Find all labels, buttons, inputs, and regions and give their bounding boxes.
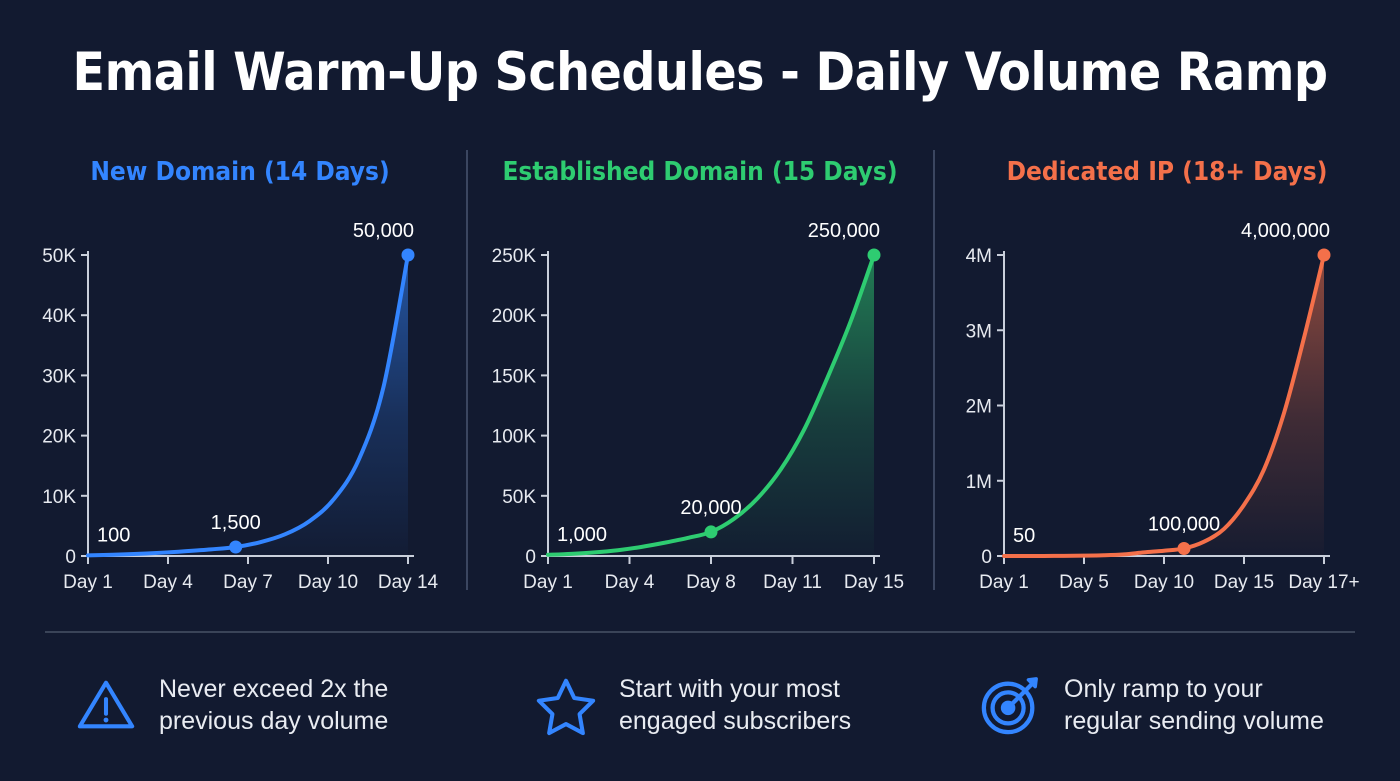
svg-text:Day 8: Day 8	[686, 572, 736, 593]
chart-panel-new-domain: New Domain (14 Days) 0 10K 20K 30K 40K 50K Day…	[14, 145, 466, 610]
svg-text:50,000: 50,000	[353, 220, 414, 242]
svg-text:200K: 200K	[492, 306, 537, 327]
chart-panel-dedicated-ip: Dedicated IP (18+ Days) 0 1M 2M 3M 4M Day 1 Da…	[938, 145, 1396, 610]
chart-title-established-domain: Established Domain (15 Days)	[502, 157, 898, 187]
svg-text:100,000: 100,000	[1148, 513, 1220, 535]
svg-text:150K: 150K	[492, 366, 537, 387]
svg-text:100K: 100K	[492, 427, 537, 448]
svg-text:1,500: 1,500	[211, 512, 261, 534]
svg-text:Day 17+: Day 17+	[1288, 572, 1359, 593]
tip-engaged-subscribers: Start with your most engaged subscribers	[535, 655, 935, 755]
svg-text:250,000: 250,000	[808, 220, 880, 242]
svg-text:Day 1: Day 1	[523, 572, 573, 593]
svg-text:2M: 2M	[966, 397, 992, 418]
svg-text:Day 7: Day 7	[223, 572, 273, 593]
chart-svg-dedicated-ip: 0 1M 2M 3M 4M Day 1 Day 5 Day 10 Day 15 Day 17+ 50…	[966, 220, 1360, 593]
chart-title-new-domain: New Domain (14 Days)	[90, 157, 390, 187]
svg-text:4,000,000: 4,000,000	[1241, 220, 1330, 242]
svg-text:0: 0	[981, 547, 992, 568]
svg-text:1,000: 1,000	[557, 524, 607, 546]
svg-text:Day 10: Day 10	[298, 572, 358, 593]
svg-text:50: 50	[1013, 525, 1035, 547]
chart-panel-established-domain: Established Domain (15 Days) 0 50K 100K 150…	[470, 145, 930, 610]
svg-text:Day 1: Day 1	[63, 572, 113, 593]
panel-divider-2	[933, 150, 935, 590]
svg-text:250K: 250K	[492, 246, 537, 267]
charts-row: New Domain (14 Days) 0 10K 20K 30K 40K 50K Day…	[0, 145, 1400, 610]
svg-text:Day 4: Day 4	[143, 572, 193, 593]
svg-text:100: 100	[97, 524, 130, 546]
chart-svg-established-domain: 0 50K 100K 150K 200K 250K Day 1 Day 4 Day 8 Day 1…	[492, 220, 904, 593]
chart-title-dedicated-ip: Dedicated IP (18+ Days)	[1006, 157, 1328, 187]
tips-row: Never exceed 2x the previous day volume …	[0, 655, 1400, 775]
svg-text:Day 4: Day 4	[605, 572, 655, 593]
footer-divider	[45, 631, 1355, 633]
svg-text:Day 11: Day 11	[763, 572, 822, 593]
svg-text:0: 0	[525, 547, 536, 568]
svg-text:4M: 4M	[966, 246, 992, 267]
tip-text-never-exceed: Never exceed 2x the previous day volume	[159, 675, 389, 735]
tip-regular-sending-volume: Only ramp to your regular sending volume	[980, 655, 1390, 755]
svg-text:20K: 20K	[42, 427, 76, 448]
star-icon	[536, 678, 596, 736]
svg-text:Day 15: Day 15	[1214, 572, 1274, 593]
svg-text:50K: 50K	[42, 246, 76, 267]
svg-text:30K: 30K	[42, 366, 76, 387]
panel-divider-1	[466, 150, 468, 590]
svg-text:Day 10: Day 10	[1134, 572, 1194, 593]
page-title: Email Warm-Up Schedules - Daily Volume R…	[72, 42, 1328, 103]
svg-text:50K: 50K	[502, 487, 536, 508]
svg-text:40K: 40K	[42, 306, 76, 327]
warning-triangle-icon	[77, 680, 135, 729]
svg-text:1M: 1M	[966, 472, 992, 493]
chart-svg-new-domain: 0 10K 20K 30K 40K 50K Day 1 Day 4 Day 7 Day 10 Day…	[42, 220, 439, 593]
tip-never-exceed: Never exceed 2x the previous day volume	[75, 655, 475, 755]
svg-text:3M: 3M	[966, 321, 992, 342]
target-icon	[981, 677, 1038, 735]
svg-text:10K: 10K	[42, 487, 76, 508]
tip-text-regular-sending-volume: Only ramp to your regular sending volume	[1064, 675, 1324, 735]
svg-text:Day 15: Day 15	[844, 572, 904, 593]
svg-text:20,000: 20,000	[680, 497, 741, 519]
svg-text:Day 5: Day 5	[1059, 572, 1109, 593]
svg-text:Day 14: Day 14	[378, 572, 439, 593]
svg-text:Day 1: Day 1	[979, 572, 1029, 593]
tip-text-engaged-subscribers: Start with your most engaged subscribers	[619, 675, 852, 735]
svg-text:0: 0	[65, 547, 76, 568]
